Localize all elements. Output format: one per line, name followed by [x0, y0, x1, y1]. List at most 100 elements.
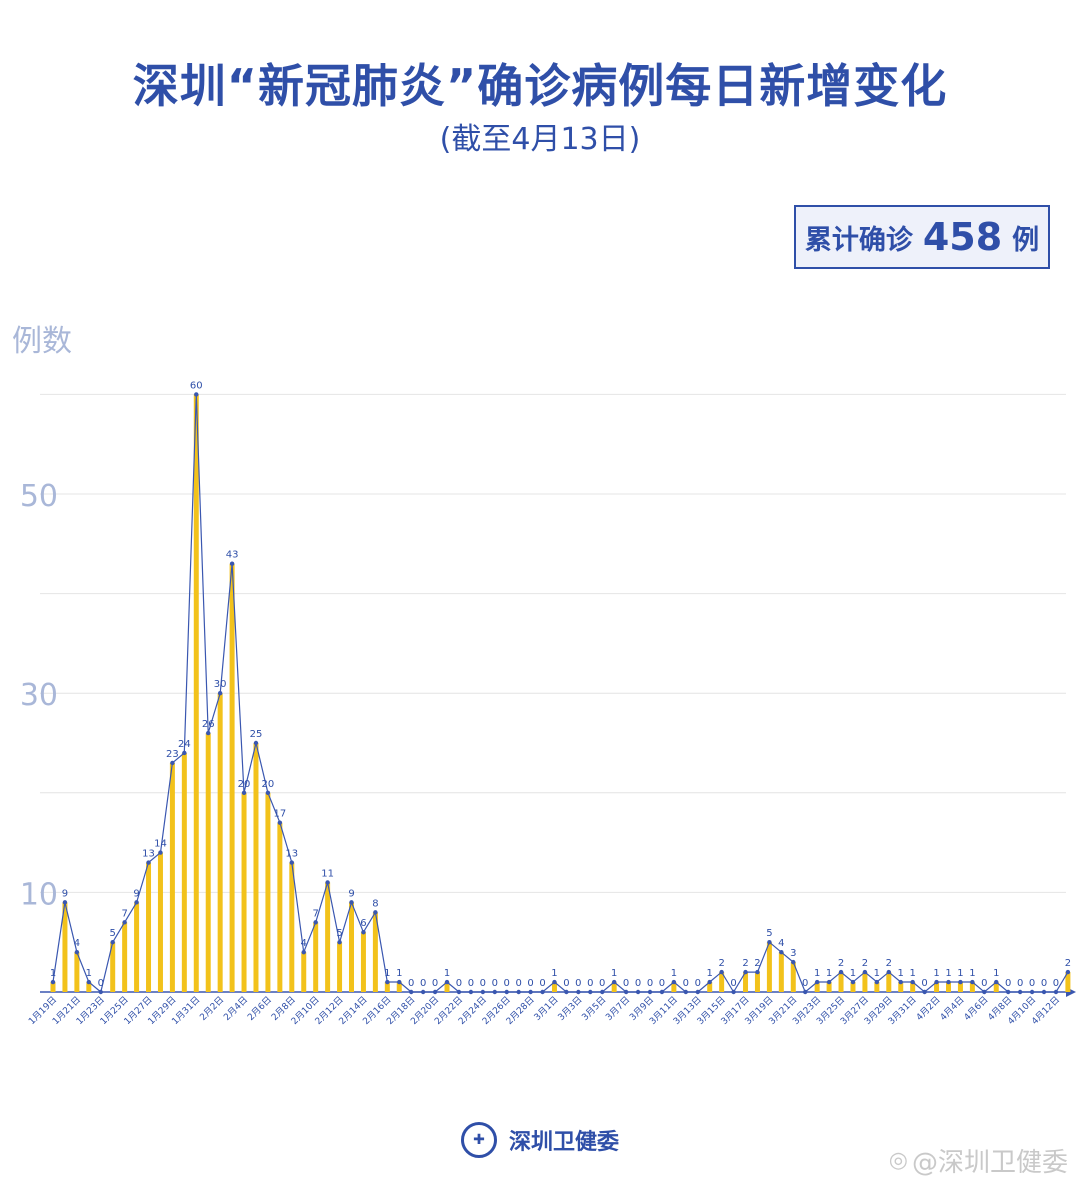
data-label: 1 — [444, 968, 450, 979]
data-point — [1041, 989, 1047, 995]
data-label: 20 — [262, 779, 275, 790]
data-label: 0 — [683, 978, 689, 989]
data-label: 0 — [408, 978, 414, 989]
data-label: 0 — [623, 978, 629, 989]
bar — [205, 733, 211, 992]
data-label: 1 — [50, 968, 56, 979]
data-label: 30 — [214, 679, 227, 690]
data-label: 0 — [981, 978, 987, 989]
x-tick-label: 4月2日 — [914, 994, 943, 1023]
data-point — [922, 989, 927, 995]
weibo-icon: ◎ — [888, 1148, 908, 1173]
data-point — [934, 979, 939, 985]
y-tick-label: 50 — [20, 479, 58, 514]
bar — [743, 972, 749, 992]
bar — [241, 792, 247, 992]
x-tick-label: 3月3日 — [556, 994, 585, 1023]
data-label: 2 — [742, 958, 748, 969]
data-point — [229, 561, 235, 566]
data-label: 0 — [635, 978, 641, 989]
x-tick-label: 3月5日 — [580, 994, 609, 1023]
data-point — [838, 969, 844, 975]
data-point — [170, 760, 175, 766]
data-point — [731, 989, 736, 995]
data-point — [982, 989, 987, 995]
data-point — [253, 740, 259, 746]
bar — [671, 982, 677, 992]
data-label: 9 — [348, 888, 354, 899]
data-point — [1017, 989, 1023, 995]
data-point — [576, 989, 581, 995]
data-point — [265, 790, 271, 795]
x-tick-label: 2月2日 — [198, 994, 227, 1023]
data-label: 1 — [969, 968, 975, 979]
data-point — [444, 979, 450, 985]
total-label: 累计确诊 — [804, 224, 913, 256]
data-point — [719, 969, 724, 975]
data-label: 4 — [74, 938, 80, 949]
data-label: 1 — [396, 968, 402, 979]
bar — [910, 982, 916, 992]
bar — [289, 862, 295, 992]
bar — [217, 693, 223, 992]
data-label: 1 — [945, 968, 951, 979]
data-point — [635, 989, 641, 995]
data-label: 7 — [312, 908, 318, 919]
watermark: ◎ @深圳卫健委 — [889, 1142, 1068, 1179]
data-label: 1 — [933, 968, 939, 979]
bar — [157, 852, 163, 992]
footer-org-name: 深圳卫健委 — [508, 1130, 619, 1155]
data-point — [743, 969, 748, 975]
data-point — [277, 820, 283, 825]
data-point — [516, 989, 521, 995]
data-point — [146, 860, 151, 865]
data-label: 2 — [718, 958, 724, 969]
bar — [360, 932, 366, 992]
data-label: 0 — [492, 978, 498, 989]
health-commission-logo-icon: ✚ — [460, 1122, 497, 1158]
data-point — [528, 989, 533, 995]
bar — [372, 912, 378, 992]
data-label: 4 — [778, 938, 784, 949]
bar — [946, 982, 951, 992]
data-label: 26 — [202, 719, 215, 730]
data-label: 0 — [527, 978, 533, 989]
data-point — [552, 979, 557, 985]
data-point — [791, 959, 796, 965]
bar — [778, 952, 784, 992]
data-point — [409, 989, 414, 995]
data-point — [958, 979, 963, 985]
data-label: 60 — [190, 380, 203, 391]
data-point — [325, 880, 330, 885]
data-point — [158, 850, 163, 855]
bar — [253, 743, 259, 992]
data-label: 2 — [1065, 958, 1071, 969]
data-label: 9 — [133, 888, 139, 899]
data-point — [420, 989, 426, 995]
data-point — [468, 989, 474, 995]
data-label: 11 — [321, 868, 334, 879]
data-point — [886, 969, 891, 975]
data-label: 0 — [420, 978, 426, 989]
data-label: 5 — [110, 928, 116, 939]
bar — [551, 982, 557, 992]
bar — [325, 882, 331, 992]
total-value: 458 — [922, 215, 1003, 259]
data-label: 25 — [250, 729, 263, 740]
data-point — [217, 691, 223, 696]
data-point — [540, 989, 545, 995]
data-point — [361, 930, 366, 935]
bar — [934, 982, 940, 992]
data-point — [337, 940, 342, 945]
bar — [396, 982, 402, 992]
data-point — [803, 989, 808, 995]
bar — [707, 982, 713, 992]
total-confirmed-badge: 累计确诊 458 例 — [794, 205, 1050, 269]
data-label: 0 — [659, 978, 665, 989]
data-label: 0 — [98, 978, 104, 989]
x-tick-label: 4月4日 — [938, 994, 967, 1023]
data-point — [289, 860, 294, 865]
bar — [886, 972, 892, 992]
bar — [444, 982, 450, 992]
data-label: 1 — [909, 968, 915, 979]
